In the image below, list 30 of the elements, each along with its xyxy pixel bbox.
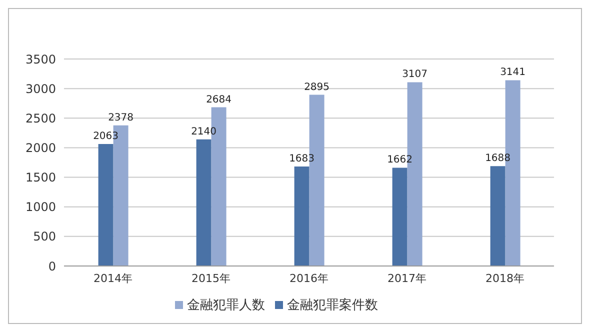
x-tick-label: 2015年: [192, 272, 230, 285]
data-label: 1683: [289, 153, 315, 164]
data-label: 3141: [500, 67, 526, 78]
y-tick-label: 500: [33, 230, 56, 244]
data-label: 2378: [108, 112, 134, 124]
x-tick-label: 2018年: [486, 272, 524, 285]
y-tick-label: 3000: [25, 82, 56, 96]
y-tick-label: 0: [48, 259, 56, 274]
bar: [392, 168, 408, 266]
bar: [98, 144, 114, 266]
bar: [294, 166, 310, 266]
legend-label: 金融犯罪案件数: [287, 298, 378, 313]
legend-label: 金融犯罪人数: [187, 298, 265, 313]
y-tick-label: 2000: [25, 140, 56, 155]
y-tick-label: 1000: [25, 200, 56, 214]
data-label: 3107: [402, 69, 428, 80]
x-tick-label: 2016年: [290, 272, 328, 285]
bar: [196, 139, 212, 266]
data-label: 2684: [206, 94, 232, 106]
bar: [490, 166, 506, 266]
x-tick-label: 2017年: [388, 272, 426, 285]
data-label: 1662: [387, 154, 413, 166]
data-label: 2895: [304, 82, 330, 93]
data-label: 2063: [93, 130, 119, 142]
y-tick-label: 3500: [25, 52, 56, 66]
y-tick-label: 1500: [25, 170, 56, 185]
data-label: 1688: [485, 153, 511, 164]
x-tick-label: 2014年: [94, 272, 132, 285]
y-tick-label: 2500: [25, 111, 56, 126]
data-label: 2140: [191, 126, 217, 138]
